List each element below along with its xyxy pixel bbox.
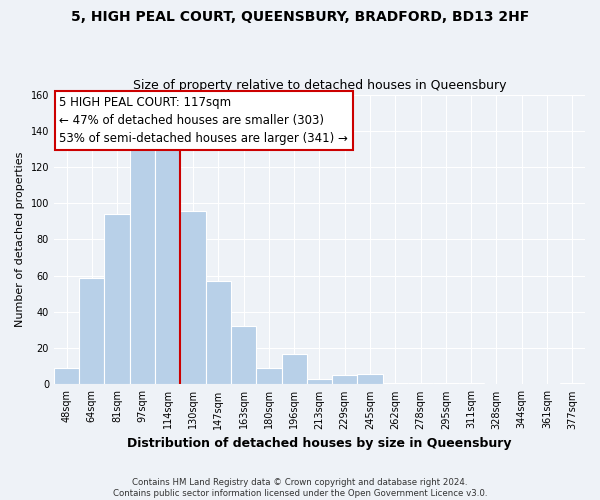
Bar <box>231 326 256 384</box>
Bar <box>307 379 332 384</box>
Bar <box>383 382 408 384</box>
Text: Contains HM Land Registry data © Crown copyright and database right 2024.
Contai: Contains HM Land Registry data © Crown c… <box>113 478 487 498</box>
Bar <box>281 354 307 384</box>
Bar <box>332 376 358 384</box>
X-axis label: Distribution of detached houses by size in Queensbury: Distribution of detached houses by size … <box>127 437 512 450</box>
Bar <box>181 210 206 384</box>
Bar <box>408 382 433 384</box>
Title: Size of property relative to detached houses in Queensbury: Size of property relative to detached ho… <box>133 79 506 92</box>
Bar <box>155 147 181 384</box>
Bar <box>130 149 155 384</box>
Bar <box>560 382 585 384</box>
Bar <box>256 368 281 384</box>
Text: 5 HIGH PEAL COURT: 117sqm
← 47% of detached houses are smaller (303)
53% of semi: 5 HIGH PEAL COURT: 117sqm ← 47% of detac… <box>59 96 348 145</box>
Text: 5, HIGH PEAL COURT, QUEENSBURY, BRADFORD, BD13 2HF: 5, HIGH PEAL COURT, QUEENSBURY, BRADFORD… <box>71 10 529 24</box>
Bar <box>79 278 104 384</box>
Bar <box>358 374 383 384</box>
Bar <box>104 214 130 384</box>
Bar <box>458 382 484 384</box>
Y-axis label: Number of detached properties: Number of detached properties <box>15 152 25 327</box>
Bar <box>206 281 231 384</box>
Bar <box>54 368 79 384</box>
Bar <box>433 382 458 384</box>
